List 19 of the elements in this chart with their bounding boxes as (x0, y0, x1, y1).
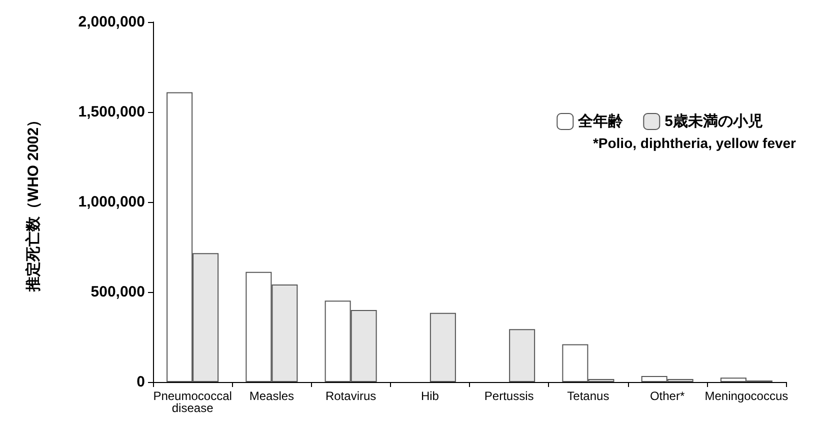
legend-label: 5歳未満の小児 (664, 113, 763, 130)
y-tick-label: 2,000,000 (78, 14, 145, 30)
y-tick-label: 1,500,000 (78, 104, 145, 120)
legend-label: 全年齢 (577, 113, 624, 130)
x-tick-label: Tetanus (567, 389, 610, 403)
y-tick-label: 500,000 (90, 284, 145, 300)
x-tick-label: Other* (650, 389, 685, 403)
y-tick-label: 1,000,000 (78, 194, 145, 210)
x-tick-label: Rotavirus (325, 389, 376, 403)
x-tick-label: Meningococcus (704, 389, 788, 403)
bar (430, 312, 456, 382)
x-tick-label: Pneumococcal disease (153, 389, 232, 415)
x-tick-label: Pertussis (484, 389, 534, 403)
bar (509, 329, 536, 382)
annotation: *Polio, diphtheria, yellow fever (592, 135, 797, 151)
x-tick-label: Hib (420, 389, 440, 403)
y-axis-title: 推定死亡数（WHO 2002） (24, 112, 42, 293)
y-tick-label: 0 (136, 374, 145, 390)
x-tick-label: Measles (249, 389, 294, 403)
